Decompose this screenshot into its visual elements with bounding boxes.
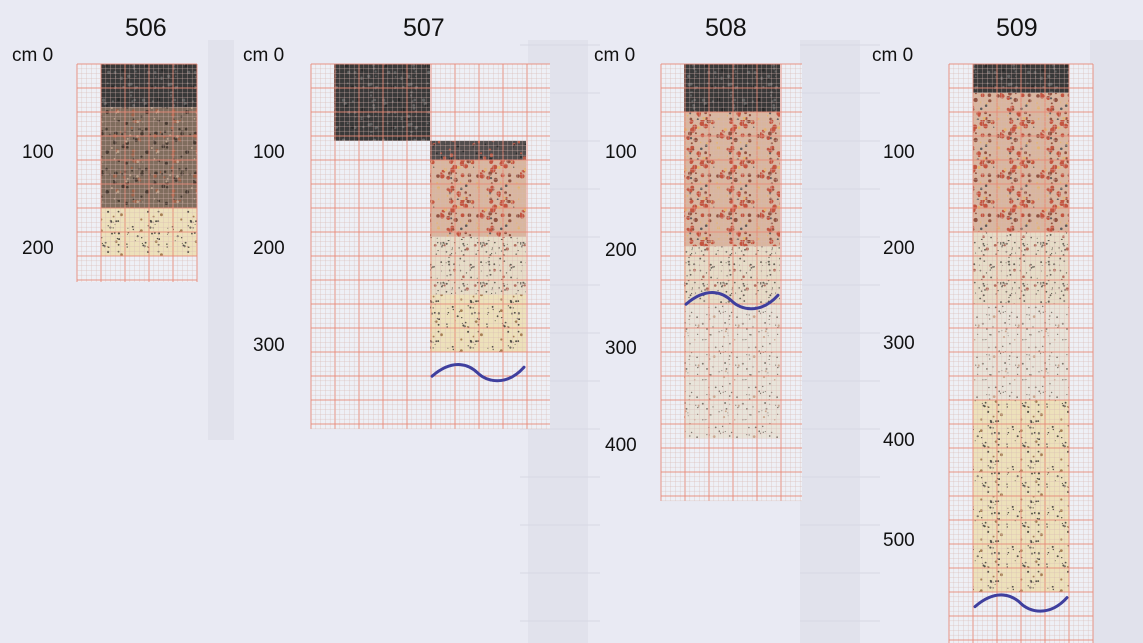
depth-label-400: 400 <box>883 430 915 452</box>
unit-label: cm <box>872 45 897 66</box>
profile-title: 506 <box>125 14 167 43</box>
depth-label-100: 100 <box>253 142 285 164</box>
depth-label-100: 100 <box>605 142 637 164</box>
depth-label-200: 200 <box>22 238 54 260</box>
depth-label-500: 500 <box>883 530 915 552</box>
depth-label-200: 200 <box>883 238 915 260</box>
depth-label-100: 100 <box>883 142 915 164</box>
depth-label-0: cm 0 <box>12 45 53 67</box>
depth-label-300: 300 <box>605 338 637 360</box>
profile-507-chart <box>311 64 550 429</box>
depth-label-200: 200 <box>253 238 285 260</box>
unit-label: cm <box>12 45 37 66</box>
depth-label-0: cm 0 <box>872 45 913 67</box>
depth-label-100: 100 <box>22 142 54 164</box>
unit-label: cm <box>243 45 268 66</box>
depth-label-0: cm 0 <box>594 45 635 67</box>
profile-508-chart <box>661 64 802 501</box>
depth-label-0: cm 0 <box>243 45 284 67</box>
depth-label-400: 400 <box>605 435 637 457</box>
depth-label-200: 200 <box>605 240 637 262</box>
profile-title: 507 <box>403 14 445 43</box>
profile-title: 508 <box>705 14 747 43</box>
profile-509-chart <box>949 64 1093 643</box>
profile-title: 509 <box>996 14 1038 43</box>
profile-506-chart <box>77 64 197 282</box>
depth-label-300: 300 <box>883 333 915 355</box>
depth-label-300: 300 <box>253 335 285 357</box>
unit-label: cm <box>594 45 619 66</box>
